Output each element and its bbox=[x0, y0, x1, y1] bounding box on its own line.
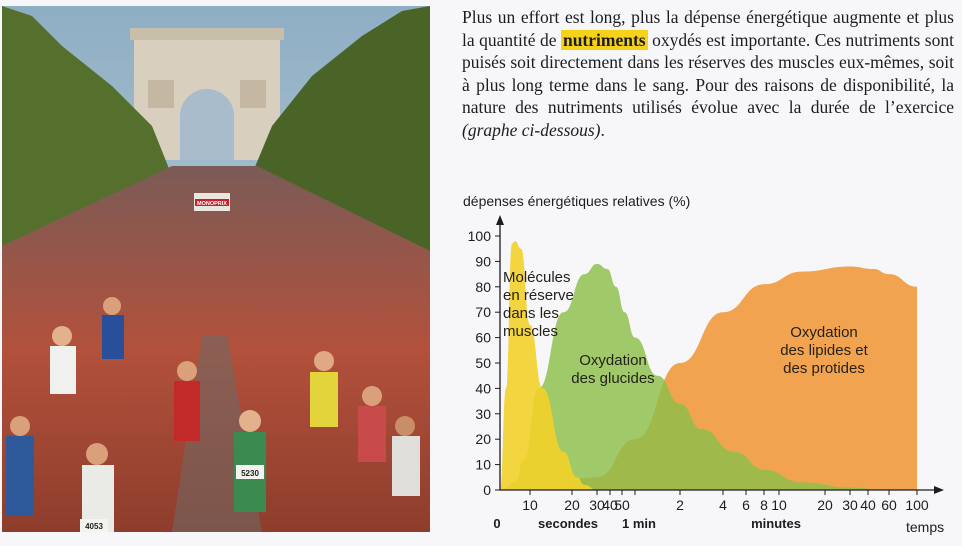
x-tick-label: 40 bbox=[602, 497, 618, 513]
x-tick-label: 0 bbox=[493, 516, 500, 531]
chart-areas bbox=[500, 241, 917, 490]
label-lipides-protides-line: Oxydation bbox=[790, 324, 858, 341]
x-tick-label: 8 bbox=[760, 497, 768, 513]
highlight-nutriments: nutriments bbox=[560, 29, 648, 50]
y-axis-title: dépenses énergétiques relatives (%) bbox=[463, 193, 690, 209]
area-glucides bbox=[500, 263, 917, 490]
y-tick-label: 70 bbox=[475, 304, 491, 320]
x-tick-label: 60 bbox=[881, 497, 897, 513]
x-tick-label: 10 bbox=[771, 497, 787, 513]
marathon-photo: MONOPRIX 5230 4053 bbox=[2, 6, 430, 532]
y-tick-label: 20 bbox=[475, 431, 491, 447]
y-tick-label: 80 bbox=[475, 279, 491, 295]
x-tick-label: 10 bbox=[522, 497, 538, 513]
x-tick-label: 20 bbox=[817, 497, 833, 513]
unit-one-minute: 1 min bbox=[622, 516, 656, 531]
y-tick-label: 0 bbox=[483, 482, 491, 498]
y-tick-label: 10 bbox=[475, 457, 491, 473]
label-glucides-line: Oxydation bbox=[579, 352, 647, 369]
svg-text:4053: 4053 bbox=[85, 522, 103, 531]
y-tick-label: 30 bbox=[475, 406, 491, 422]
arc-de-triomphe bbox=[130, 28, 284, 160]
x-tick-label: 30 bbox=[589, 497, 605, 513]
banner-text: MONOPRIX bbox=[197, 201, 227, 207]
x-tick-label: 40 bbox=[860, 497, 876, 513]
runner-group bbox=[6, 297, 420, 532]
x-axis-arrow bbox=[934, 486, 944, 494]
y-tick-label: 90 bbox=[475, 253, 491, 269]
x-tick-label: 30 bbox=[842, 497, 858, 513]
svg-text:5230: 5230 bbox=[241, 469, 259, 478]
label-lipides-protides-line: des protides bbox=[783, 360, 865, 377]
y-tick-label: 50 bbox=[475, 355, 491, 371]
y-axis-arrow bbox=[496, 215, 504, 225]
area-muscle-reserves bbox=[500, 241, 597, 490]
label-lipides-protides-line: des lipides et bbox=[780, 342, 868, 359]
energy-chart: dépenses énergétiques relatives (%) Molé… bbox=[463, 193, 944, 535]
label-glucides-line: des glucides bbox=[571, 370, 654, 387]
x-tick-label: 2 bbox=[676, 497, 684, 513]
banner: MONOPRIX bbox=[194, 193, 230, 211]
y-tick-label: 40 bbox=[475, 380, 491, 396]
area-lipides-protides bbox=[530, 266, 917, 490]
unit-seconds: secondes bbox=[538, 516, 598, 531]
bib-5230: 5230 bbox=[236, 465, 264, 479]
label-muscle-reserves-line: en réserve bbox=[503, 287, 574, 304]
x-tick-label: 4 bbox=[719, 497, 727, 513]
y-tick-label: 60 bbox=[475, 330, 491, 346]
x-tick-label: 6 bbox=[742, 497, 750, 513]
x-tick-label: 100 bbox=[905, 497, 929, 513]
body-paragraph: Plus un effort est long, plus la dépense… bbox=[462, 7, 954, 140]
label-muscle-reserves-line: Molécules bbox=[503, 269, 571, 286]
label-muscle-reserves-line: dans les bbox=[503, 305, 559, 322]
y-tick-label: 100 bbox=[468, 228, 492, 244]
x-tick-label: 50 bbox=[614, 497, 630, 513]
graph-reference: (graphe ci-dessous) bbox=[462, 119, 601, 140]
label-muscle-reserves-line: muscles bbox=[503, 323, 558, 340]
x-axis-title: temps bbox=[906, 519, 944, 535]
bib-4053: 4053 bbox=[80, 519, 108, 532]
unit-minutes: minutes bbox=[751, 516, 801, 531]
x-tick-label: 20 bbox=[564, 497, 580, 513]
